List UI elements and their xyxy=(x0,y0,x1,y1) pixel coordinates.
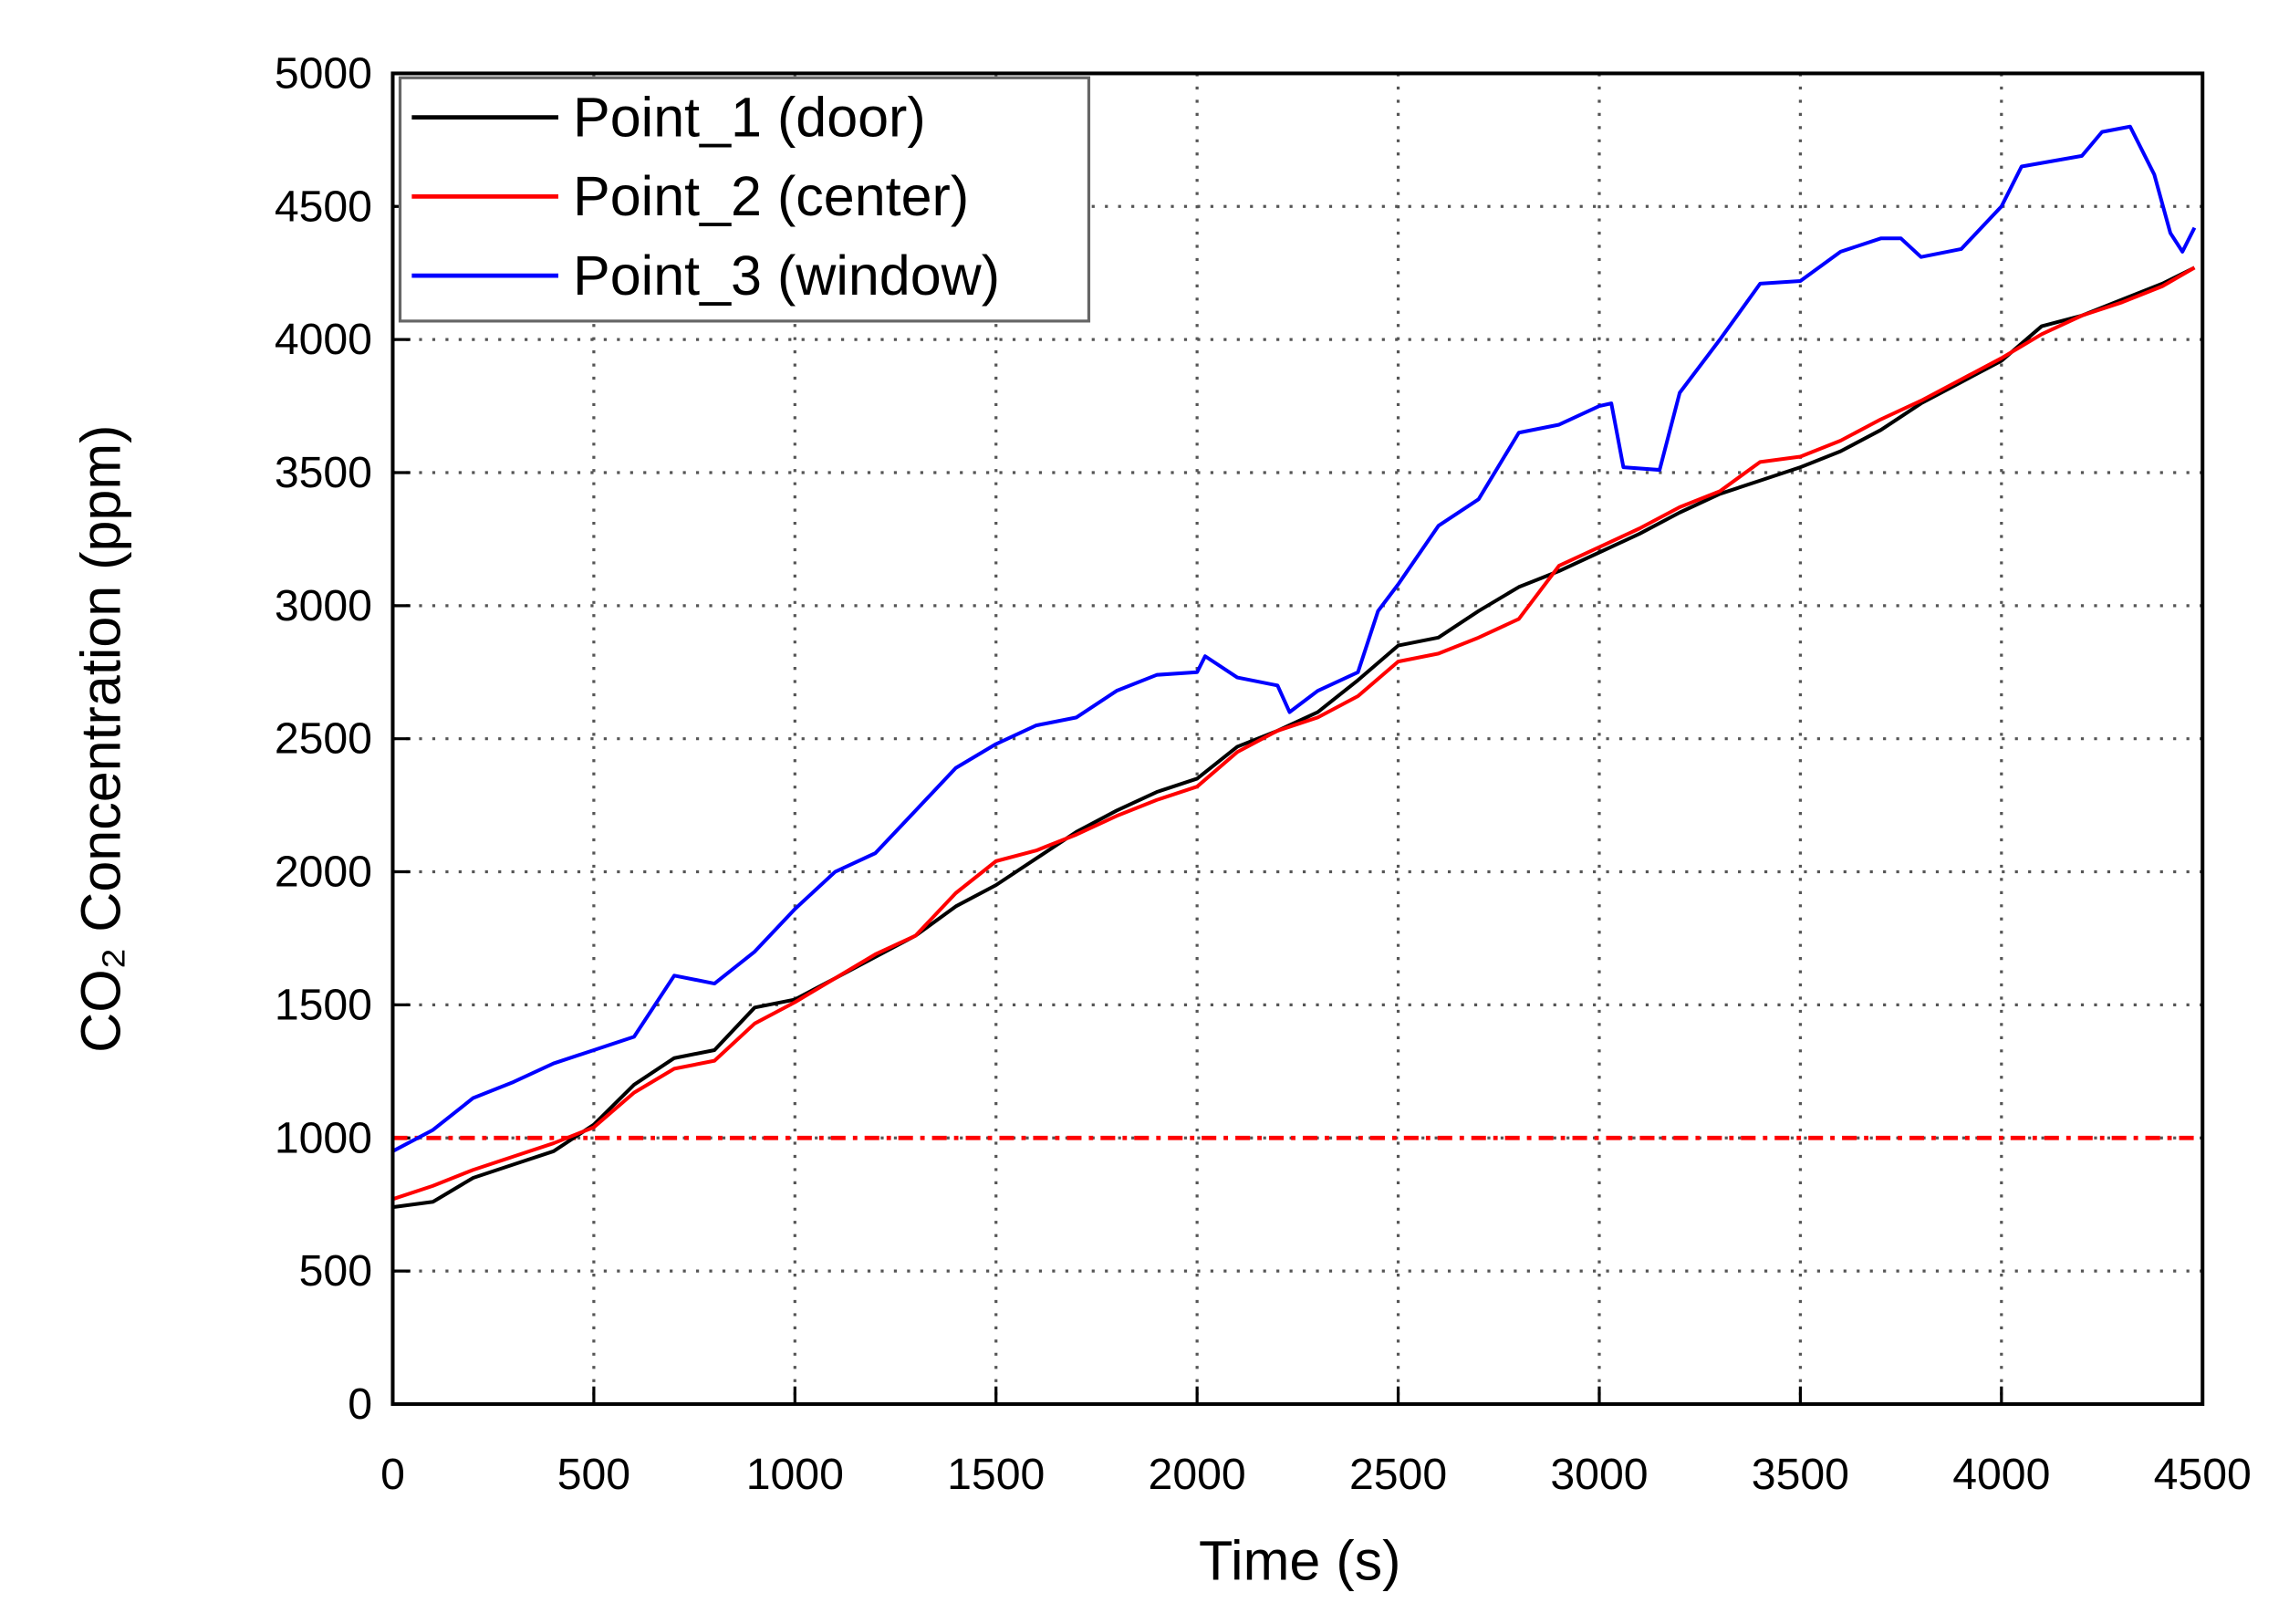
x-tick-label: 0 xyxy=(380,1450,405,1499)
legend-label: Point_2 (center) xyxy=(573,165,969,227)
y-tick-label: 2500 xyxy=(275,714,372,764)
x-tick-label: 500 xyxy=(557,1450,630,1499)
y-tick-label: 1000 xyxy=(275,1113,372,1162)
x-tick-label: 3000 xyxy=(1550,1450,1648,1499)
x-tick-label: 4500 xyxy=(2154,1450,2252,1499)
legend-label: Point_3 (window) xyxy=(573,245,1000,307)
y-tick-label: 4000 xyxy=(275,315,372,364)
y-tick-label: 5000 xyxy=(275,49,372,99)
x-tick-label: 2000 xyxy=(1149,1450,1246,1499)
legend: Point_1 (door) Point_2 (center) Point_3 (w… xyxy=(398,76,1091,323)
y-tick-label: 3500 xyxy=(275,448,372,497)
y-tick-label: 2000 xyxy=(275,848,372,897)
x-tick-label: 4000 xyxy=(1952,1450,2050,1499)
data-line xyxy=(391,265,2196,1202)
x-tick-label: 3500 xyxy=(1752,1450,1849,1499)
plot-frame xyxy=(390,71,2205,1406)
data-line xyxy=(391,124,2197,1153)
y-axis-title: CO₂ Concentration (ppm) xyxy=(70,425,132,1053)
x-tick-label: 2500 xyxy=(1349,1450,1447,1499)
y-tick-label: 4500 xyxy=(275,182,372,231)
data-line xyxy=(392,265,2196,1210)
y-tick-label: 500 xyxy=(299,1246,372,1296)
x-tick-label: 1000 xyxy=(746,1450,844,1499)
y-tick-label: 3000 xyxy=(275,581,372,630)
y-tick-label: 0 xyxy=(348,1379,372,1429)
y-tick-label: 1500 xyxy=(275,980,372,1029)
x-axis-title: Time (s) xyxy=(1199,1530,1400,1592)
x-tick-label: 1500 xyxy=(947,1450,1045,1499)
legend-label: Point_1 (door) xyxy=(573,87,926,149)
